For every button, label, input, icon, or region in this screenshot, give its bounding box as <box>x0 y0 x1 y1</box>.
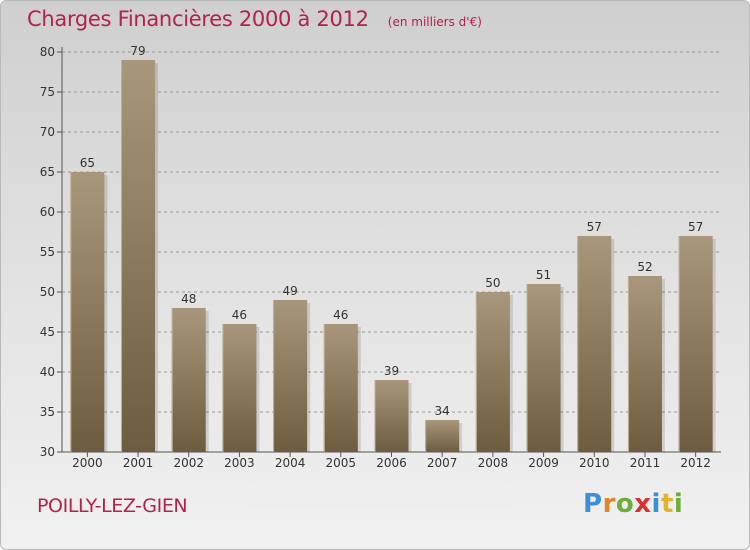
data-label: 52 <box>637 260 652 274</box>
y-tick-label: 30 <box>40 445 55 459</box>
chart-subtitle: (en milliers d'€) <box>387 15 482 29</box>
logo-letter: o <box>615 489 635 519</box>
chart-title: Charges Financières 2000 à 2012 <box>27 7 369 31</box>
bar-2010 <box>577 236 612 452</box>
y-tick-label: 60 <box>40 205 55 219</box>
y-tick-label: 80 <box>40 45 55 59</box>
bar-2005 <box>323 324 358 452</box>
logo-letter: P <box>583 489 603 519</box>
data-label: 49 <box>282 284 297 298</box>
x-tick-label: 2011 <box>630 456 661 470</box>
logo-letter: i <box>651 489 661 519</box>
bar-layer <box>70 60 716 452</box>
y-tick-label: 55 <box>40 245 55 259</box>
x-tick-label: 2004 <box>275 456 306 470</box>
bar-2008 <box>475 292 510 452</box>
y-tick-label: 70 <box>40 125 55 139</box>
data-label: 79 <box>130 44 145 58</box>
data-label: 34 <box>435 404 450 418</box>
y-tick-label: 35 <box>40 405 55 419</box>
data-label: 57 <box>688 220 703 234</box>
x-tick-label: 2001 <box>123 456 154 470</box>
data-label: 46 <box>333 308 348 322</box>
bar-2007 <box>425 420 460 452</box>
x-tick-label: 2002 <box>173 456 204 470</box>
x-tick-label: 2006 <box>376 456 407 470</box>
title-row: Charges Financières 2000 à 2012 (en mill… <box>27 7 482 31</box>
bar-2009 <box>526 284 561 452</box>
bar-2002 <box>171 308 206 452</box>
data-label: 39 <box>384 364 399 378</box>
y-tick-label: 75 <box>40 85 55 99</box>
bar-2000 <box>70 172 105 452</box>
y-tick-label: 50 <box>40 285 55 299</box>
data-label: 65 <box>80 156 95 170</box>
x-tick-label: 2012 <box>680 456 711 470</box>
bar-2001 <box>121 60 156 452</box>
x-tick-label: 2003 <box>224 456 255 470</box>
x-tick-label: 2000 <box>72 456 103 470</box>
data-label: 50 <box>485 276 500 290</box>
y-tick-label: 45 <box>40 325 55 339</box>
y-tick-label: 40 <box>40 365 55 379</box>
x-tick-label: 2009 <box>528 456 559 470</box>
proxiti-logo[interactable]: Proxiti <box>583 489 683 519</box>
logo-letter: x <box>634 489 652 519</box>
data-label: 51 <box>536 268 551 282</box>
x-tick-label: 2010 <box>579 456 610 470</box>
y-tick-label: 65 <box>40 165 55 179</box>
data-label: 48 <box>181 292 196 306</box>
x-tick-label: 2008 <box>478 456 509 470</box>
bar-2011 <box>627 276 662 452</box>
bar-2003 <box>222 324 257 452</box>
commune-name: POILLY-LEZ-GIEN <box>37 495 188 517</box>
x-tick-label: 2007 <box>427 456 458 470</box>
logo-letter: t <box>660 489 674 519</box>
logo-letter: i <box>673 489 684 519</box>
data-label: 57 <box>587 220 602 234</box>
bar-2006 <box>374 380 409 452</box>
label-layer: 65 79 48 46 49 46 39 34 50 51 57 52 57 <box>80 44 704 418</box>
x-tick-label: 2005 <box>326 456 357 470</box>
logo-letter: r <box>602 489 616 519</box>
data-label: 46 <box>232 308 247 322</box>
bar-2012 <box>678 236 713 452</box>
bar-2004 <box>273 300 308 452</box>
